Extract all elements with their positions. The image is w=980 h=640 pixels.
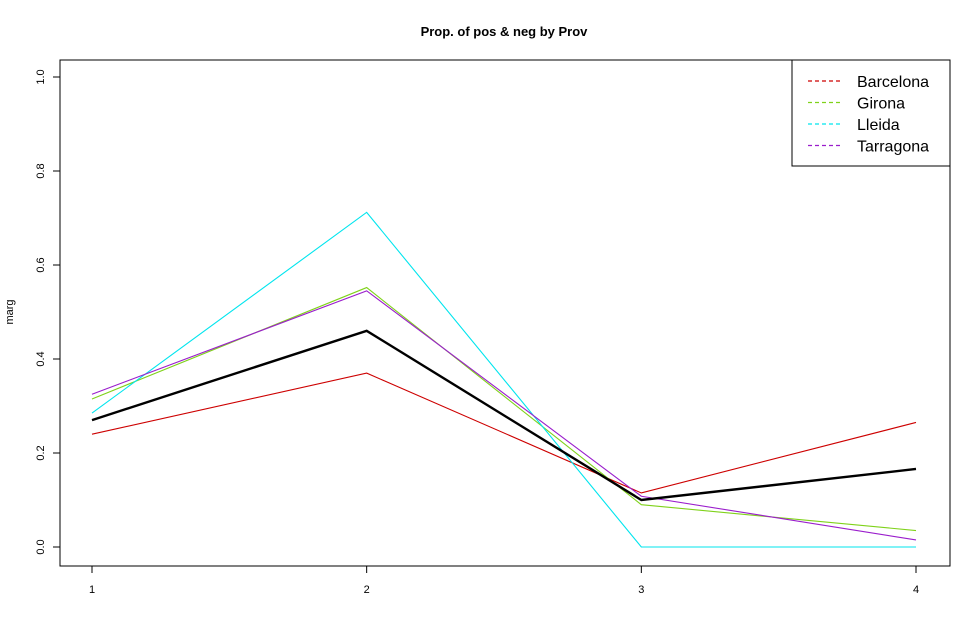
x-tick-label: 4 <box>913 584 919 596</box>
series-line-barcelona <box>91 372 917 494</box>
overall-line <box>91 329 917 502</box>
y-tick-label: 0.8 <box>35 163 47 178</box>
legend-label: Lleida <box>857 117 900 134</box>
series-line-girona <box>91 286 917 532</box>
x-tick-label: 3 <box>638 584 644 596</box>
series-line-lleida <box>91 211 916 548</box>
y-tick-label: 0.4 <box>35 351 47 366</box>
legend-label: Barcelona <box>857 74 929 91</box>
y-axis-label: marg <box>4 299 16 324</box>
y-tick-label: 0.6 <box>35 257 47 272</box>
y-tick-label: 0.2 <box>35 445 47 460</box>
y-tick-label: 1.0 <box>35 69 47 84</box>
y-tick-label: 0.0 <box>35 539 47 554</box>
axes: 1 2 3 4 0.0 0.2 0.4 0.6 0.8 1.0 <box>35 69 919 596</box>
x-tick-label: 1 <box>89 584 95 596</box>
series-lines <box>91 211 917 548</box>
legend-label: Tarragona <box>857 139 929 156</box>
legend-label: Girona <box>857 96 905 113</box>
x-tick-label: 2 <box>364 584 370 596</box>
series-line-tarragona <box>91 290 917 541</box>
legend: Barcelona Girona Lleida Tarragona <box>791 59 951 167</box>
chart-title: Prop. of pos & neg by Prov <box>421 24 589 39</box>
legend-box <box>791 59 951 167</box>
